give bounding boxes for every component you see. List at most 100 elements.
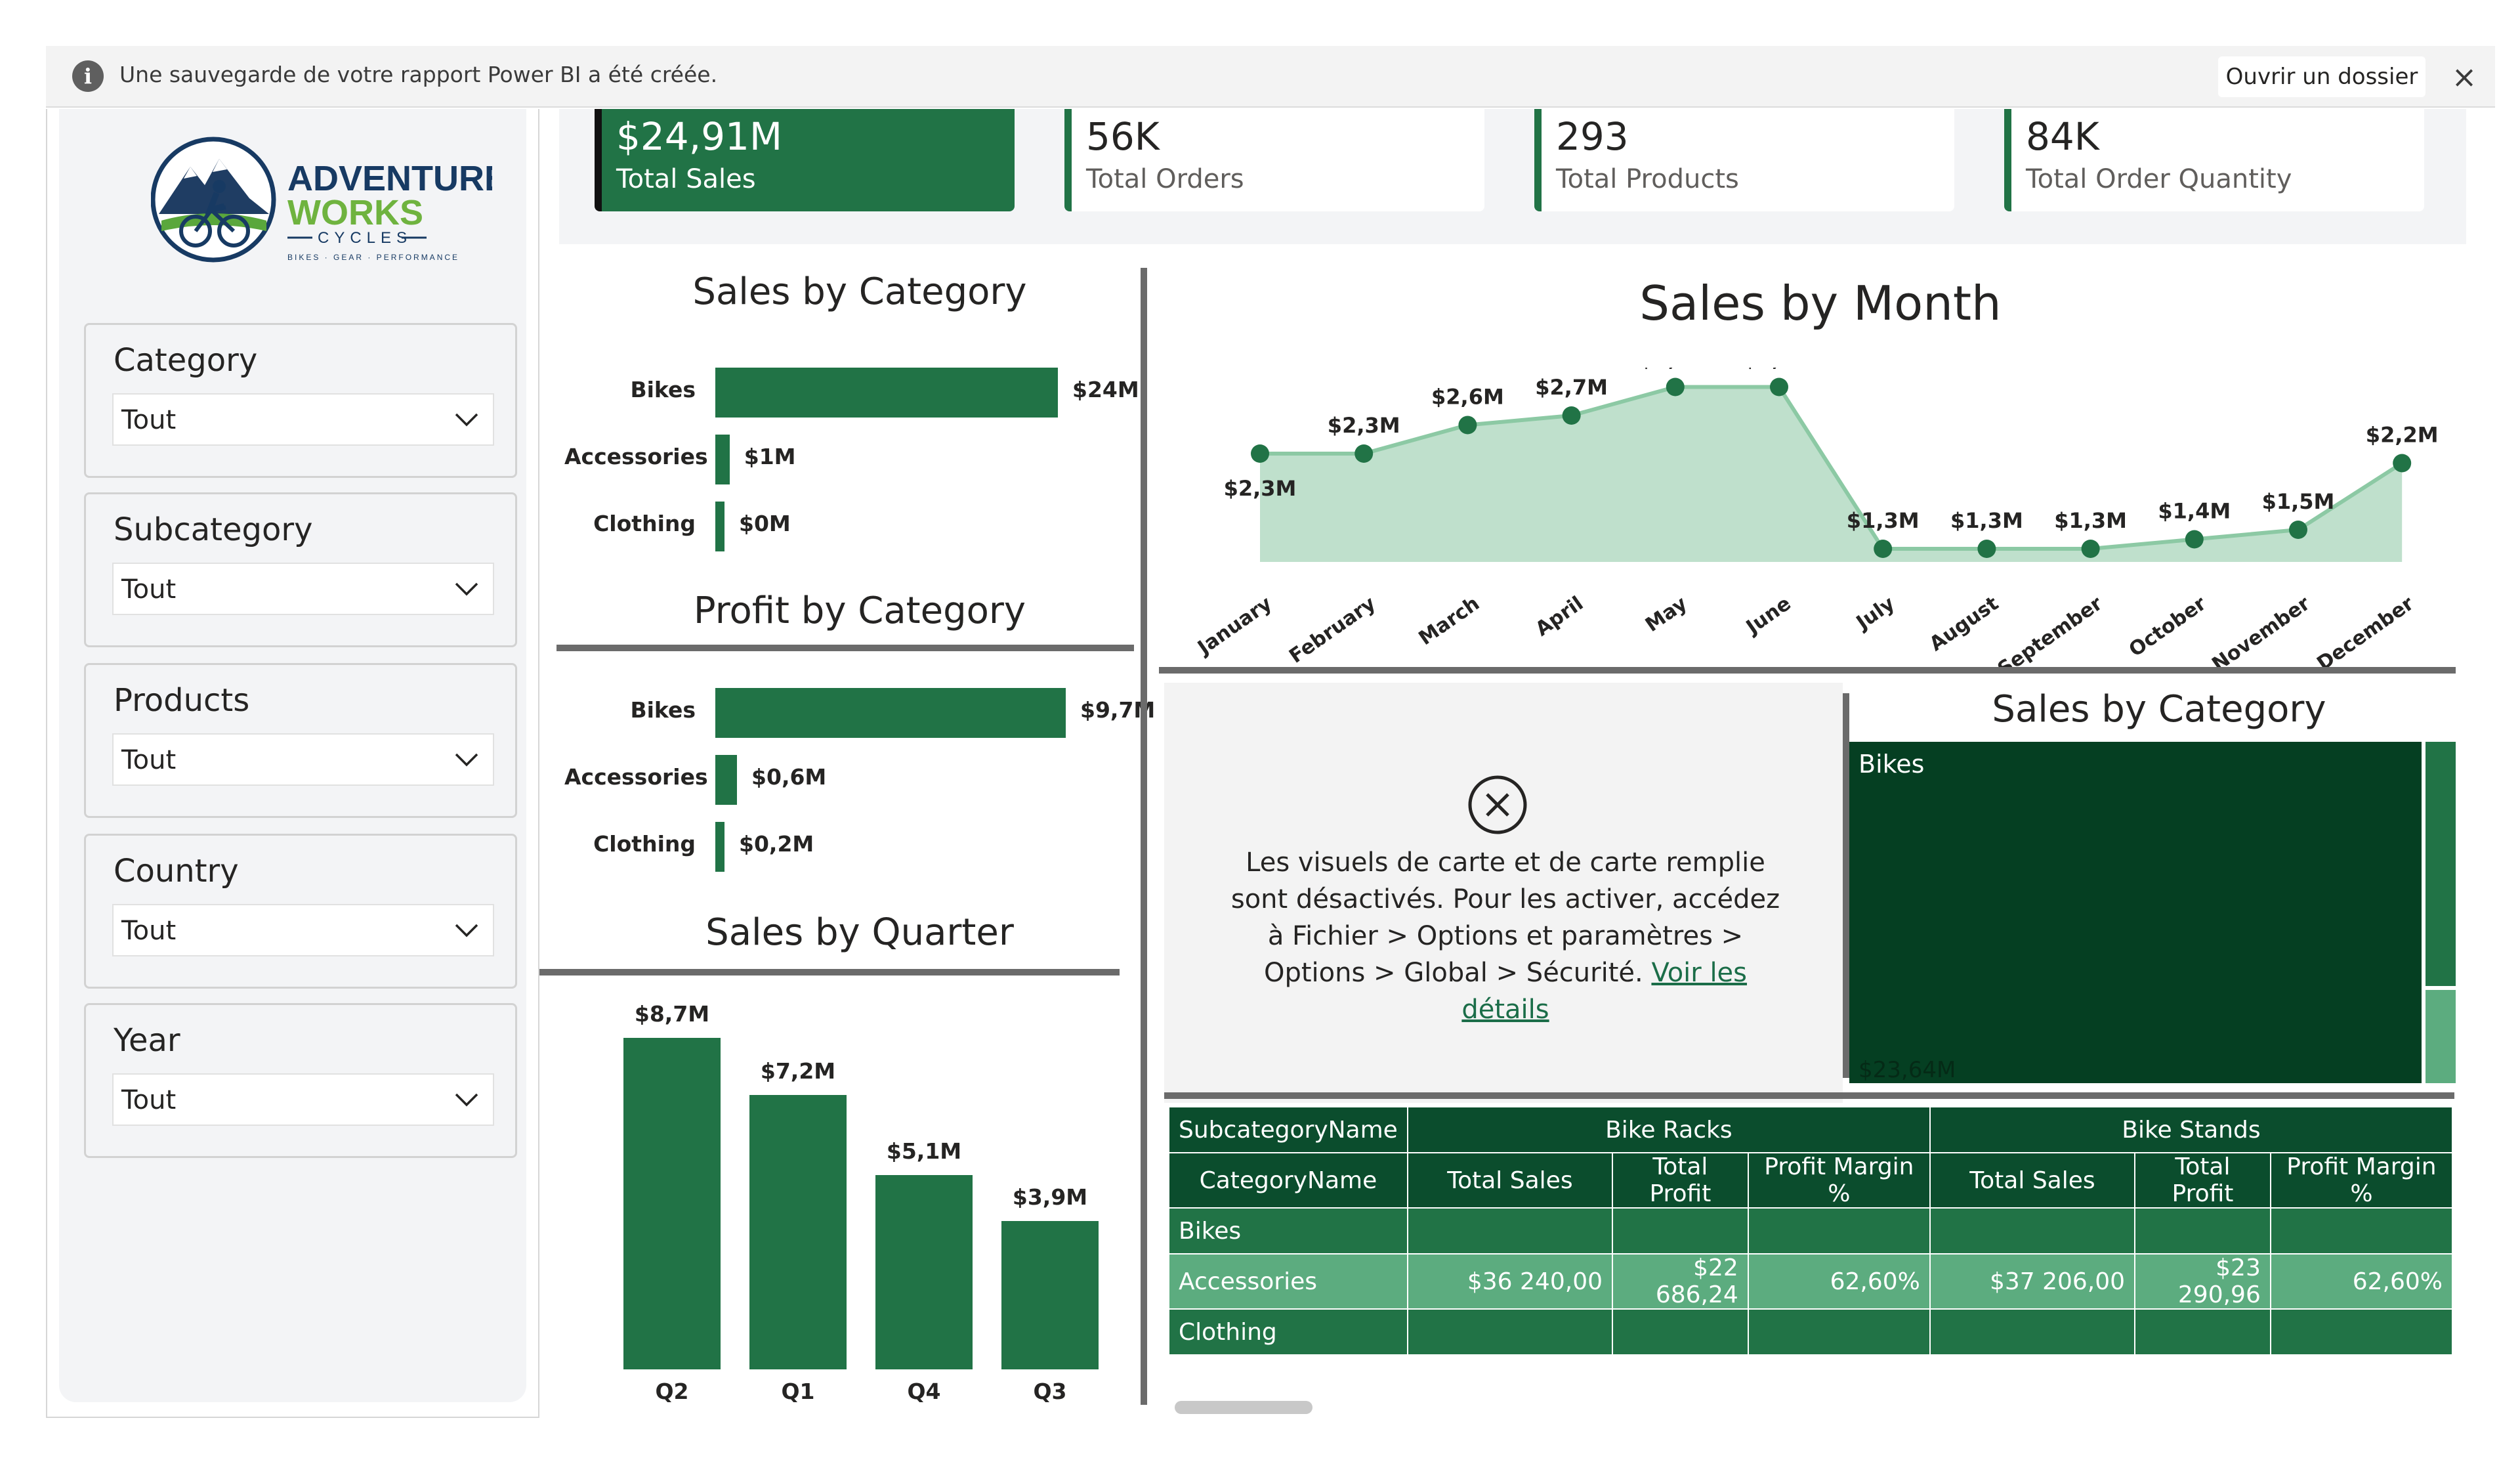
matrix-cell [1612, 1207, 1749, 1254]
bar[interactable] [875, 1174, 973, 1369]
treemap-clothing[interactable] [2426, 990, 2456, 1083]
data-label: $1,3M [2054, 508, 2127, 533]
filter-sidebar: ADVENTURE WORKS CYCLES BIKES · GEAR · PE… [46, 109, 539, 1418]
matrix-column-header[interactable]: Total Sales [1929, 1152, 2136, 1209]
logo-line3: CYCLES [318, 229, 412, 247]
matrix-cell [1406, 1207, 1614, 1254]
chevron-down-icon [455, 582, 478, 596]
treemap-accessories[interactable] [2426, 742, 2456, 986]
data-point[interactable] [1354, 444, 1374, 463]
country-slicer: Country Tout [84, 834, 517, 989]
data-point[interactable] [2081, 540, 2100, 558]
map-message-text: Les visuels de carte et de carte remplie… [1223, 844, 1788, 1028]
year-dropdown[interactable]: Tout [112, 1073, 494, 1126]
data-point[interactable] [1874, 540, 1893, 558]
map-disabled-message: Les visuels de carte et de carte remplie… [1164, 683, 1843, 1103]
table-row[interactable]: Accessories $36 240,00 $22 686,24 62,60%… [1168, 1253, 2454, 1310]
kpi-total-sales[interactable]: $24,91M Total Sales [595, 109, 1015, 211]
data-point[interactable] [2393, 454, 2412, 473]
products-dropdown[interactable]: Tout [112, 733, 494, 786]
sales-matrix[interactable]: SubcategoryName Bike Racks Bike Stands C… [1168, 1106, 2454, 1356]
matrix-column-header[interactable]: Total Profit [2134, 1152, 2271, 1209]
matrix-cell [1929, 1207, 2136, 1254]
bar[interactable] [1001, 1220, 1099, 1369]
bar[interactable] [715, 502, 724, 551]
matrix-column-header[interactable]: Profit Margin % [2269, 1152, 2454, 1209]
data-label: $24M [1072, 377, 1139, 402]
kpi-total-orders[interactable]: 56K Total Orders [1064, 109, 1484, 211]
bar[interactable] [715, 435, 730, 484]
category-label: Q3 [1033, 1379, 1067, 1404]
country-dropdown[interactable]: Tout [112, 904, 494, 956]
matrix-cell [1406, 1308, 1614, 1356]
data-label: $7,2M [760, 1058, 836, 1084]
category-label: Q2 [655, 1379, 689, 1404]
month-label: October [2125, 592, 2211, 662]
data-label: $1,5M [2262, 489, 2335, 514]
year-slicer: Year Tout [84, 1003, 517, 1158]
bar[interactable] [623, 1038, 721, 1369]
sales-by-month-chart[interactable]: $2,3M January $2,3M February $2,6M March $2,7M… [1155, 368, 2468, 670]
table-row[interactable]: Clothing [1168, 1308, 2454, 1356]
table-row[interactable]: Bikes [1168, 1207, 2454, 1254]
month-label: May [1641, 592, 1692, 637]
matrix-group-header: Bike Racks [1406, 1106, 1931, 1153]
matrix-cell [1612, 1308, 1749, 1356]
treemap-label: Bikes [1858, 750, 1925, 779]
row-header: Accessories [1168, 1253, 1408, 1310]
bar[interactable] [715, 755, 738, 805]
data-point[interactable] [1251, 444, 1269, 463]
treemap-title: Sales by Category [1992, 688, 2326, 731]
category-label: Accessories [564, 764, 708, 790]
kpi-value: $24,91M [616, 114, 782, 159]
data-point[interactable] [1562, 406, 1581, 425]
sidebar-panel: ADVENTURE WORKS CYCLES BIKES · GEAR · PE… [59, 109, 526, 1402]
month-label: April [1532, 592, 1588, 641]
sales-by-quarter-title: Sales by Quarter [705, 911, 1014, 954]
data-label: $3,0M [1639, 368, 1712, 372]
horizontal-scrollbar[interactable] [1175, 1401, 1312, 1414]
products-slicer: Products Tout [84, 663, 517, 818]
subcategory-dropdown[interactable]: Tout [112, 563, 494, 615]
open-folder-button[interactable]: Ouvrir un dossier [2218, 56, 2426, 97]
matrix-cell [2269, 1207, 2454, 1254]
data-point[interactable] [1666, 377, 1685, 397]
logo-line2: WORKS [287, 193, 423, 232]
close-icon[interactable]: × [2451, 59, 2477, 95]
data-point[interactable] [1458, 416, 1477, 435]
divider [556, 645, 1134, 651]
slicer-title: Year [114, 1022, 180, 1059]
map-message-body: Les visuels de carte et de carte remplie… [1230, 847, 1780, 988]
matrix-column-header[interactable]: Total Profit [1612, 1152, 1749, 1209]
matrix-cell [1747, 1308, 1931, 1356]
kpi-total-products[interactable]: 293 Total Products [1534, 109, 1954, 211]
bar[interactable] [749, 1095, 847, 1369]
info-icon: i [72, 60, 104, 92]
matrix-cell [1929, 1308, 2136, 1356]
data-point[interactable] [1977, 540, 1996, 558]
bar[interactable] [715, 368, 1058, 418]
treemap-bikes[interactable]: Bikes $23,64M [1849, 742, 2422, 1083]
category-dropdown[interactable]: Tout [112, 393, 494, 446]
matrix-cell: 62,60% [2269, 1253, 2454, 1310]
data-point[interactable] [2289, 521, 2307, 539]
kpi-label: Total Products [1556, 164, 1739, 194]
data-point[interactable] [2185, 530, 2204, 549]
month-label: February [1285, 592, 1380, 668]
matrix-column-header[interactable]: Profit Margin % [1747, 1152, 1931, 1209]
month-label: September [1994, 592, 2107, 670]
data-label: $2,3M [1224, 476, 1297, 501]
matrix-cell: $23 290,96 [2134, 1253, 2271, 1310]
bar[interactable] [715, 688, 1066, 738]
vertical-divider [1141, 268, 1147, 1405]
matrix-column-header[interactable]: Total Sales [1406, 1152, 1614, 1209]
view-details-link[interactable]: Voir les détails [1461, 958, 1748, 1025]
subcategory-slicer: Subcategory Tout [84, 492, 517, 647]
notification-bar: i Une sauvegarde de votre rapport Power … [46, 46, 2495, 108]
data-point[interactable] [1770, 377, 1788, 397]
kpi-value: 84K [2026, 114, 2099, 159]
kpi-total-order-quantity[interactable]: 84K Total Order Quantity [2004, 109, 2424, 211]
logo-line1: ADVENTURE [287, 159, 492, 198]
month-label: August [1925, 592, 2003, 656]
bar[interactable] [715, 822, 724, 872]
